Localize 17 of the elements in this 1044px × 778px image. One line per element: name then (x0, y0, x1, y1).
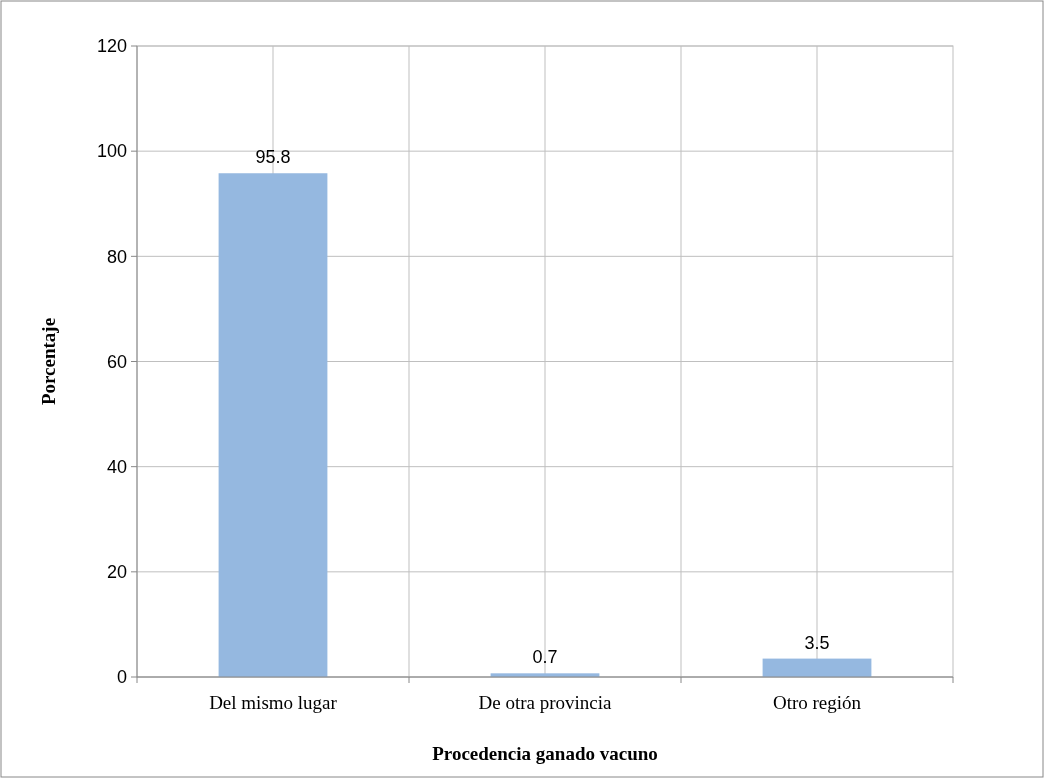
bar (762, 658, 872, 677)
x-tick-label: Otro región (772, 692, 862, 713)
y-tick-label: 80 (106, 246, 127, 267)
y-tick-label: 60 (106, 351, 127, 372)
data-label: 0.7 (532, 647, 558, 668)
x-axis-title: Procedencia ganado vacuno (432, 743, 658, 764)
data-label: 3.5 (804, 632, 830, 653)
bar (218, 173, 328, 677)
y-tick-label: 40 (106, 456, 127, 477)
y-tick-label: 20 (106, 562, 127, 583)
x-tick-label: De otra provincia (478, 692, 613, 713)
x-tick-label: Del mismo lugar (209, 692, 338, 713)
y-tick-label: 0 (116, 667, 127, 688)
y-tick-label: 120 (96, 36, 127, 57)
data-label: 95.8 (255, 147, 291, 168)
y-tick-label: 100 (96, 141, 127, 162)
y-axis-title: Porcentaje (38, 317, 59, 406)
